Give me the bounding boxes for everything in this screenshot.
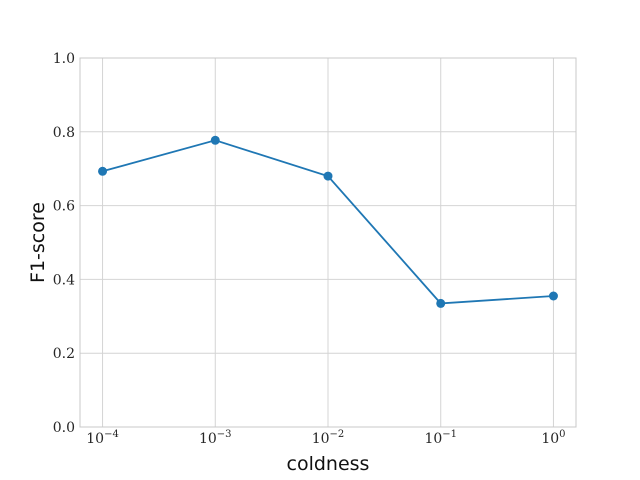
data-point [98, 166, 108, 176]
y-tick-label: 0.4 [53, 272, 75, 288]
y-axis-label: F1-score [27, 202, 49, 283]
data-point [210, 135, 220, 145]
y-tick-label: 0.6 [53, 199, 75, 215]
plot-frame [79, 57, 577, 428]
x-tick-label: 10−2 [312, 429, 345, 447]
y-axis-ticks: 0.0 0.2 0.4 0.6 0.8 1.0 [53, 51, 75, 436]
x-tick-label: 100 [541, 429, 565, 447]
y-tick-label: 1.0 [53, 51, 75, 67]
x-tick-label: 10−1 [424, 429, 457, 447]
x-axis-label: coldness [287, 453, 370, 475]
x-tick-label: 10−3 [199, 429, 232, 447]
y-tick-label: 0.2 [53, 346, 75, 362]
series-points [98, 135, 558, 308]
x-axis-ticks: 10−4 10−3 10−2 10−1 100 [86, 429, 565, 447]
x-tick-label: 10−4 [86, 429, 119, 447]
y-tick-label: 0.0 [53, 420, 75, 436]
data-point [323, 171, 333, 181]
y-tick-label: 0.8 [53, 125, 75, 141]
grid [80, 57, 576, 428]
data-point [436, 298, 446, 308]
data-point [548, 291, 558, 301]
